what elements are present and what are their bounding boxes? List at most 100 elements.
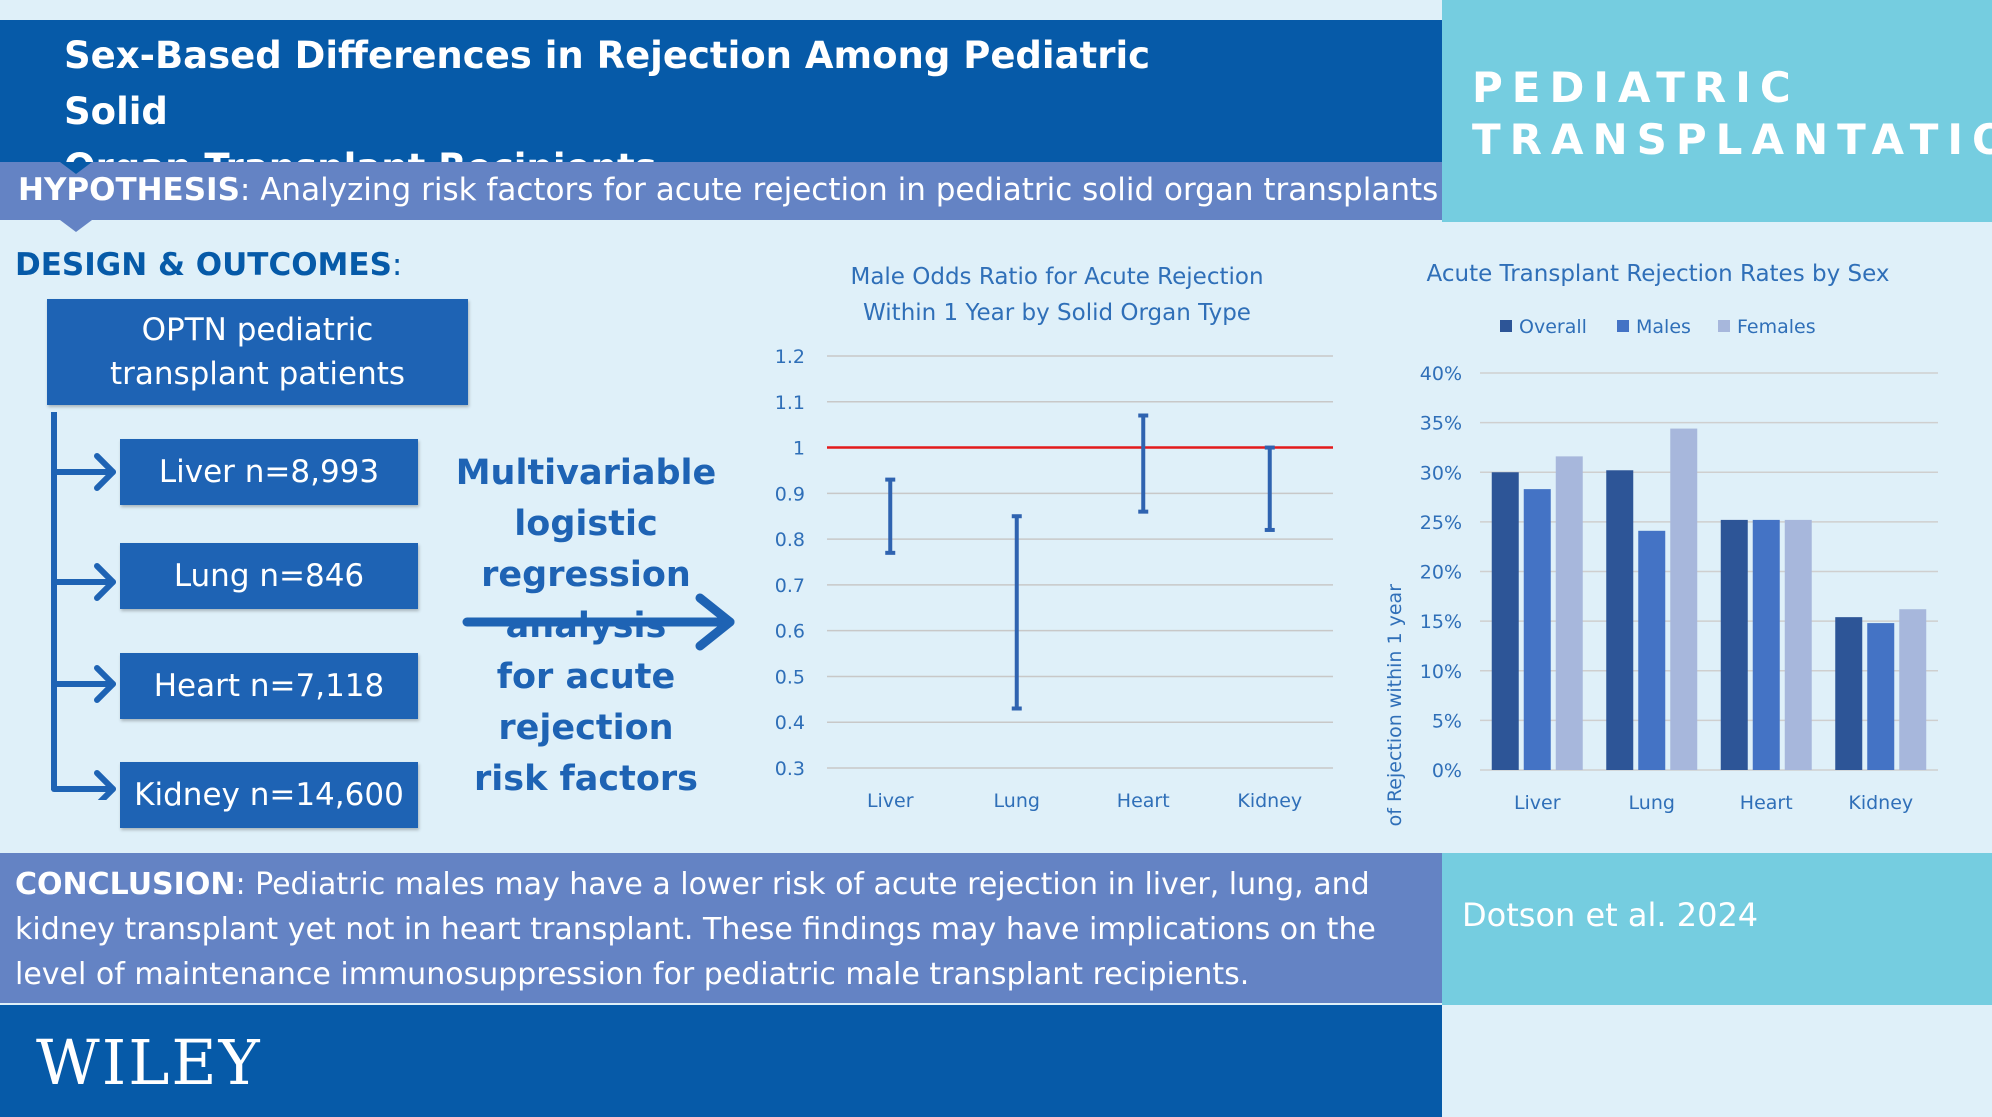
ci-bar-kidney bbox=[1264, 445, 1275, 532]
chart2-y-axis-label: Rate of Rejection within 1 year bbox=[1384, 584, 1406, 830]
source-line-2: transplant patients bbox=[109, 356, 406, 392]
design-heading: DESIGN & OUTCOMES: bbox=[15, 247, 402, 283]
hypothesis-body: : Analyzing risk factors for acute rejec… bbox=[239, 172, 1439, 208]
y-tick-label: 35% bbox=[1420, 413, 1462, 435]
method-target: for acute rejection risk factors bbox=[420, 652, 752, 805]
bar-kidney-males bbox=[1867, 623, 1895, 770]
x-tick-label: Lung bbox=[1629, 792, 1675, 814]
organ-box-lung: Lung n=846 bbox=[120, 543, 418, 609]
y-tick-label: 15% bbox=[1420, 611, 1462, 633]
y-tick-label: 20% bbox=[1420, 562, 1462, 584]
bar-lung-overall bbox=[1606, 470, 1634, 770]
title-line-1: Sex-Based Differences in Rejection Among… bbox=[64, 34, 1151, 133]
y-tick-label: 0.4 bbox=[775, 712, 805, 734]
chart1-grid bbox=[827, 355, 1333, 769]
source-line-1: OPTN pediatric bbox=[141, 312, 374, 348]
x-tick-label: Liver bbox=[867, 790, 914, 812]
y-tick-label: 0% bbox=[1432, 760, 1462, 782]
hypothesis-bar bbox=[0, 162, 1442, 220]
conclusion-label: CONCLUSION bbox=[15, 867, 236, 902]
bar-kidney-overall bbox=[1835, 617, 1863, 770]
chart1-title-line-1: Male Odds Ratio for Acute Rejection bbox=[850, 264, 1263, 290]
ci-bar-heart bbox=[1138, 413, 1149, 514]
method-line-1: Multivariable bbox=[455, 453, 717, 493]
arrow-right-icon bbox=[51, 770, 116, 800]
journal-name: PEDIATRIC TRANSPLANTATION bbox=[1472, 62, 1992, 166]
bar-lung-males bbox=[1638, 530, 1666, 770]
conclusion-body: : Pediatric males may have a lower risk … bbox=[15, 867, 1376, 992]
y-tick-label: 0.5 bbox=[775, 666, 805, 688]
arrow-right-icon bbox=[51, 453, 116, 491]
title-banner bbox=[0, 20, 1442, 162]
y-tick-label: 0.8 bbox=[775, 529, 805, 551]
y-tick-label: 1.1 bbox=[775, 392, 805, 414]
journal-line-1: PEDIATRIC bbox=[1472, 63, 1800, 112]
bar-liver-overall bbox=[1491, 472, 1519, 770]
y-tick-label: 0.9 bbox=[775, 483, 805, 505]
citation-panel bbox=[1442, 853, 1992, 1005]
hypothesis-pointer bbox=[60, 220, 92, 232]
x-tick-label: Heart bbox=[1740, 792, 1793, 814]
hypothesis-text: HYPOTHESIS: Analyzing risk factors for a… bbox=[18, 168, 1438, 212]
hypothesis-label: HYPOTHESIS bbox=[18, 172, 240, 208]
chart2-series bbox=[1491, 428, 1927, 770]
legend-swatch bbox=[1500, 320, 1512, 332]
y-tick-label: 0.3 bbox=[775, 758, 805, 780]
bar-heart-males bbox=[1752, 519, 1780, 770]
bar-kidney-females bbox=[1899, 609, 1927, 770]
tree-arrows bbox=[51, 453, 116, 800]
legend-label: Females bbox=[1737, 316, 1816, 338]
source-population-box: OPTN pediatric transplant patients bbox=[47, 299, 468, 405]
y-tick-label: 30% bbox=[1420, 462, 1462, 484]
bar-lung-females bbox=[1670, 428, 1698, 770]
legend-swatch bbox=[1617, 320, 1629, 332]
legend-label: Males bbox=[1636, 316, 1691, 338]
chart2-x-axis: Liver Lung Heart Kidney bbox=[1514, 792, 1913, 814]
method-line-4: for acute rejection bbox=[496, 657, 676, 748]
citation: Dotson et al. 2024 bbox=[1462, 896, 1759, 934]
chart2-title: Acute Transplant Rejection Rates by Sex bbox=[1427, 261, 1890, 287]
conclusion-text: CONCLUSION: Pediatric males may have a l… bbox=[15, 862, 1425, 997]
design-heading-label: DESIGN & OUTCOMES bbox=[15, 247, 392, 283]
x-tick-label: Lung bbox=[994, 790, 1040, 812]
y-tick-label: 0.7 bbox=[775, 575, 805, 597]
chart1-y-axis: 1.2 1.1 1 0.9 0.8 0.7 0.6 0.5 0.4 0.3 bbox=[775, 346, 805, 780]
y-tick-label: 1 bbox=[793, 438, 805, 460]
y-tick-label: 0.6 bbox=[775, 621, 805, 643]
legend-label: Overall bbox=[1519, 316, 1587, 338]
odds-ratio-chart: Male Odds Ratio for Acute Rejection With… bbox=[775, 264, 1333, 812]
chart1-series bbox=[885, 413, 1275, 711]
organ-box-heart: Heart n=7,118 bbox=[120, 653, 418, 719]
x-tick-label: Heart bbox=[1117, 790, 1170, 812]
hypothesis-notch bbox=[60, 162, 92, 174]
ci-bar-lung bbox=[1011, 514, 1022, 711]
x-tick-label: Kidney bbox=[1237, 790, 1302, 812]
chart1-title-line-2: Within 1 Year by Solid Organ Type bbox=[863, 300, 1251, 326]
chart1-x-axis: Liver Lung Heart Kidney bbox=[867, 790, 1302, 812]
publisher-logo: WILEY bbox=[36, 1026, 262, 1099]
footer-band bbox=[0, 1005, 1442, 1117]
method-line-2: logistic regression bbox=[481, 504, 691, 595]
x-tick-label: Liver bbox=[1514, 792, 1561, 814]
ci-bar-liver bbox=[885, 477, 896, 555]
tree-connector bbox=[51, 412, 57, 790]
y-tick-label: 5% bbox=[1432, 710, 1462, 732]
organ-box-liver: Liver n=8,993 bbox=[120, 439, 418, 505]
y-tick-label: 10% bbox=[1420, 661, 1462, 683]
rejection-rate-chart: Acute Transplant Rejection Rates by Sex … bbox=[1384, 261, 1938, 830]
organ-box-kidney: Kidney n=14,600 bbox=[120, 762, 418, 828]
y-tick-label: 1.2 bbox=[775, 346, 805, 368]
bar-liver-males bbox=[1523, 489, 1551, 770]
design-heading-colon: : bbox=[391, 247, 403, 283]
bar-liver-females bbox=[1555, 456, 1583, 770]
method-line-5: risk factors bbox=[473, 759, 698, 799]
journal-panel bbox=[1442, 0, 1992, 222]
y-tick-label: 40% bbox=[1420, 363, 1462, 385]
bar-heart-females bbox=[1784, 519, 1812, 770]
bar-heart-overall bbox=[1720, 519, 1748, 770]
conclusion-bar bbox=[0, 853, 1442, 1003]
method-arrow-icon bbox=[462, 593, 735, 651]
chart2-legend: Overall Males Females bbox=[1500, 316, 1816, 338]
legend-swatch bbox=[1718, 320, 1730, 332]
arrow-right-icon bbox=[51, 665, 116, 703]
